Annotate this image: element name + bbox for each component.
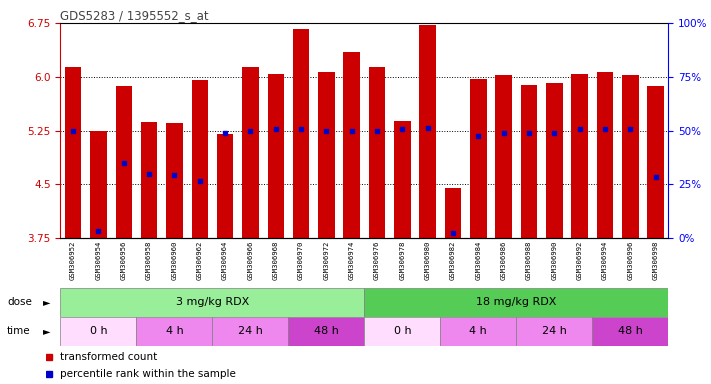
Bar xyxy=(648,86,664,238)
Text: ►: ► xyxy=(43,297,50,308)
Bar xyxy=(622,75,638,238)
Text: 4 h: 4 h xyxy=(469,326,487,336)
Bar xyxy=(213,317,289,346)
Bar xyxy=(267,74,284,238)
Text: GSM306994: GSM306994 xyxy=(602,240,608,280)
Bar xyxy=(470,79,486,238)
Bar xyxy=(394,121,411,238)
Bar xyxy=(191,80,208,238)
Text: GSM306958: GSM306958 xyxy=(146,240,152,280)
Bar xyxy=(597,72,614,238)
Text: 0 h: 0 h xyxy=(394,326,411,336)
Text: 24 h: 24 h xyxy=(238,326,263,336)
Bar xyxy=(293,29,309,238)
Bar xyxy=(364,288,668,317)
Bar xyxy=(419,25,436,238)
Text: GSM306966: GSM306966 xyxy=(247,240,253,280)
Text: GSM306978: GSM306978 xyxy=(400,240,405,280)
Text: GSM306962: GSM306962 xyxy=(197,240,203,280)
Bar xyxy=(166,122,183,238)
Text: GSM306968: GSM306968 xyxy=(273,240,279,280)
Text: GDS5283 / 1395552_s_at: GDS5283 / 1395552_s_at xyxy=(60,9,209,22)
Text: transformed count: transformed count xyxy=(60,352,157,362)
Text: GSM306982: GSM306982 xyxy=(450,240,456,280)
Text: time: time xyxy=(7,326,31,336)
Text: dose: dose xyxy=(7,297,32,308)
Bar xyxy=(369,67,385,238)
Text: GSM306976: GSM306976 xyxy=(374,240,380,280)
Bar xyxy=(440,317,516,346)
Text: GSM306974: GSM306974 xyxy=(348,240,355,280)
Text: 18 mg/kg RDX: 18 mg/kg RDX xyxy=(476,297,557,308)
Bar xyxy=(520,85,538,238)
Bar xyxy=(343,52,360,238)
Text: 48 h: 48 h xyxy=(618,326,643,336)
Bar xyxy=(572,74,588,238)
Bar xyxy=(546,83,562,238)
Text: GSM306990: GSM306990 xyxy=(551,240,557,280)
Text: ►: ► xyxy=(43,326,50,336)
Text: GSM306998: GSM306998 xyxy=(653,240,658,280)
Bar xyxy=(65,68,81,238)
Text: GSM306960: GSM306960 xyxy=(171,240,178,280)
Bar xyxy=(137,317,213,346)
Text: GSM306964: GSM306964 xyxy=(222,240,228,280)
Text: percentile rank within the sample: percentile rank within the sample xyxy=(60,369,235,379)
Text: GSM306992: GSM306992 xyxy=(577,240,583,280)
Bar xyxy=(60,288,364,317)
Text: 4 h: 4 h xyxy=(166,326,183,336)
Text: GSM306954: GSM306954 xyxy=(95,240,102,280)
Bar xyxy=(592,317,668,346)
Bar xyxy=(318,72,335,238)
Bar xyxy=(217,134,233,238)
Text: 24 h: 24 h xyxy=(542,326,567,336)
Bar xyxy=(496,75,512,238)
Text: GSM306956: GSM306956 xyxy=(121,240,127,280)
Bar xyxy=(242,68,259,238)
Bar xyxy=(141,122,157,238)
Text: 0 h: 0 h xyxy=(90,326,107,336)
Text: GSM306984: GSM306984 xyxy=(476,240,481,280)
Text: GSM306988: GSM306988 xyxy=(526,240,532,280)
Bar xyxy=(289,317,364,346)
Bar xyxy=(364,317,440,346)
Text: GSM306952: GSM306952 xyxy=(70,240,76,280)
Text: GSM306972: GSM306972 xyxy=(324,240,329,280)
Bar xyxy=(445,188,461,238)
Text: 48 h: 48 h xyxy=(314,326,339,336)
Text: GSM306986: GSM306986 xyxy=(501,240,507,280)
Text: GSM306980: GSM306980 xyxy=(424,240,431,280)
Bar xyxy=(60,317,137,346)
Bar xyxy=(115,86,132,238)
Text: GSM306996: GSM306996 xyxy=(627,240,634,280)
Text: GSM306970: GSM306970 xyxy=(298,240,304,280)
Bar xyxy=(516,317,592,346)
Bar xyxy=(90,131,107,238)
Text: 3 mg/kg RDX: 3 mg/kg RDX xyxy=(176,297,249,308)
